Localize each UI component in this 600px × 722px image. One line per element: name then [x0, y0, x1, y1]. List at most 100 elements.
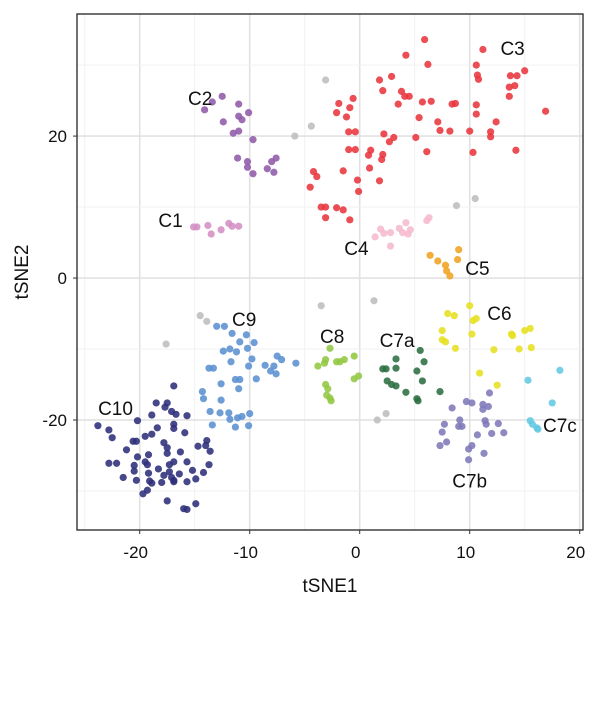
cluster-label-c3: C3	[500, 39, 524, 60]
point-c7b	[468, 399, 476, 407]
point-c9	[206, 407, 214, 416]
point-c9	[198, 387, 206, 396]
point-c3	[322, 203, 330, 211]
point-c3	[345, 128, 353, 136]
point-c1	[228, 222, 236, 230]
point-c10	[163, 444, 171, 452]
point-c10	[139, 490, 147, 498]
point-c8	[324, 385, 332, 393]
point-c7a	[392, 382, 400, 390]
cluster-label-c6: C6	[487, 304, 511, 325]
point-c3	[385, 138, 393, 146]
point-c10	[108, 434, 116, 442]
point-c6	[490, 346, 498, 354]
point-c7b	[465, 445, 473, 453]
point-c10	[170, 382, 178, 390]
point-c3	[418, 98, 426, 106]
point-c2	[249, 170, 257, 178]
point-c10	[165, 468, 173, 476]
cluster-label-c4: C4	[344, 239, 369, 260]
cluster-label-c1: C1	[158, 211, 182, 232]
point-c10	[163, 497, 171, 505]
point-c7b	[456, 416, 464, 424]
cluster-label-c5: C5	[465, 259, 489, 280]
point-unassigned	[370, 297, 378, 305]
point-c3	[512, 146, 520, 154]
cluster-label-c2: C2	[188, 89, 212, 110]
point-c7b	[465, 456, 473, 464]
point-c9	[217, 396, 225, 404]
point-c9	[208, 421, 216, 429]
point-c10	[130, 461, 138, 470]
point-c9	[278, 356, 286, 364]
point-c7b	[485, 389, 494, 397]
point-c10	[105, 459, 113, 467]
point-unassigned	[291, 132, 299, 140]
point-c7b	[479, 400, 487, 408]
point-c9	[236, 375, 244, 384]
point-c10	[192, 500, 200, 508]
point-c3	[349, 94, 357, 103]
point-c7a	[402, 388, 410, 396]
point-c10	[148, 430, 156, 438]
x-tick-label: 0	[351, 543, 360, 562]
point-c7a	[414, 397, 422, 405]
point-c3	[346, 104, 354, 112]
point-c7a	[416, 346, 424, 355]
point-c2	[235, 127, 243, 135]
point-c3	[405, 92, 413, 100]
point-c3	[492, 118, 500, 126]
point-c7a	[420, 358, 428, 366]
point-c10	[144, 451, 153, 459]
point-c9	[226, 345, 234, 353]
point-c7b	[500, 429, 508, 437]
point-c3	[380, 130, 388, 138]
point-c10	[188, 466, 197, 474]
point-c10	[161, 403, 169, 411]
point-c3	[355, 187, 363, 196]
point-c10	[153, 424, 161, 432]
point-unassigned	[382, 409, 390, 418]
point-c10	[163, 449, 171, 457]
point-unassigned	[317, 302, 325, 310]
point-c7b	[482, 420, 490, 428]
point-c2	[229, 129, 237, 137]
point-c5	[426, 251, 434, 259]
point-c7b	[458, 422, 466, 430]
point-c3	[412, 133, 420, 142]
x-tick-label: -10	[233, 543, 258, 562]
point-c9	[236, 338, 244, 346]
point-c9	[245, 422, 253, 430]
point-c10	[170, 424, 178, 433]
point-c7c	[556, 366, 564, 374]
point-c8	[326, 344, 334, 352]
point-c10	[152, 399, 160, 407]
point-c7b	[479, 405, 487, 413]
point-c5	[446, 272, 454, 280]
point-c3	[333, 109, 341, 117]
point-c3	[306, 183, 314, 191]
point-unassigned	[322, 76, 330, 84]
point-c6	[493, 381, 501, 389]
cluster-label-c7b: C7b	[452, 471, 487, 492]
point-c8	[350, 352, 358, 360]
point-c9	[225, 409, 233, 417]
point-c3	[353, 176, 362, 184]
point-c2	[201, 106, 209, 114]
point-c3	[339, 206, 347, 214]
point-c1	[217, 226, 225, 234]
point-c6	[527, 343, 535, 352]
point-c10	[132, 476, 140, 484]
point-c9	[261, 361, 269, 369]
point-c2	[219, 118, 227, 126]
point-c7c	[524, 376, 532, 384]
point-c2	[235, 100, 243, 108]
point-c10	[119, 473, 127, 482]
point-c3	[466, 127, 474, 135]
point-c9	[235, 385, 243, 393]
x-tick-label: 20	[566, 543, 585, 562]
point-c6	[441, 338, 450, 346]
point-c4	[386, 229, 395, 237]
point-c10	[183, 505, 191, 514]
